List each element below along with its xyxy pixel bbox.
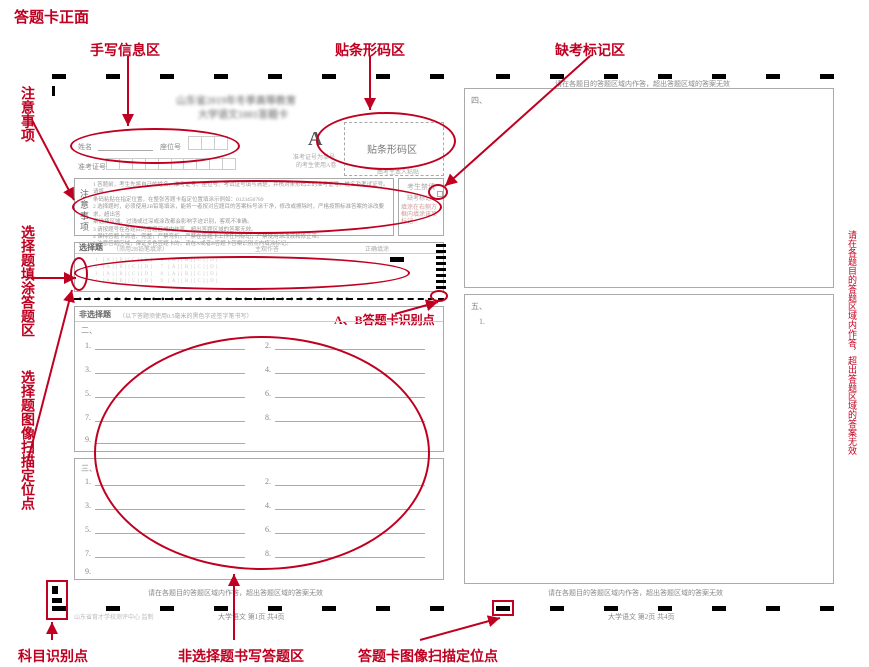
col-a: 主观作答 [255,244,279,253]
q5-label: 五、 [471,301,487,312]
ellipse-choice [74,256,410,290]
callout-sheet-scan: 答题卡图像扫描定位点 [358,646,498,666]
right-margin-warning: 请在各题目的答题区域内作答，超出答题区域的答案无效 [846,230,859,455]
q5-1: 1. [479,317,485,326]
exam-id-label: 准考证号 [78,162,106,172]
callout-choice-scan: 选择题图像扫描定位点 [16,370,36,510]
warning-q4: 请在各题目的答题区域内作答，超出答题区域的答案无效 [555,79,730,89]
exam-title-1: 山东省2019年冬季高等教育 [176,92,296,107]
footer-mid-r: 大学语文 第2页 共4页 [608,612,675,622]
scan-dot-row: • • • • • • • • • • • • • • • • • • • • … [78,292,350,307]
left-marker-1 [52,86,55,96]
ellipse-nonchoice [94,336,430,570]
q5-panel: 五、 1. [464,294,834,584]
warning-right: 请在各题目的答题区域内作答，超出答题区域的答案无效 [548,588,723,598]
warning-left: 请在各题目的答题区域内作答，超出答题区域的答案无效 [148,588,323,598]
ellipse-absent [428,184,448,200]
footer-left: 山东省育才学校测评中心 监制 [74,612,154,621]
choice-sub: （须用2B铅笔填涂） [113,244,168,253]
callout-choice-fill: 选择题填涂答题区 [16,225,36,337]
ellipse-ab [430,290,448,302]
nonchoice-header: 非选择题 [79,309,111,320]
footer-mid-l: 大学语文 第1页 共4页 [218,612,285,622]
callout-absent: 缺考标记区 [555,40,625,60]
callout-notice: 注意事项 [16,86,36,142]
ellipse-barcode [316,112,456,170]
ellipse-handwrite [70,128,240,164]
choice-header: 选择题 [79,242,103,253]
callout-subject-id: 科目识别点 [18,646,88,666]
a-sub2: 的考生使用A卷 [296,160,336,169]
ellipse-notice [72,180,442,234]
rect-subject-id [46,580,68,620]
q4-panel: 请在各题目的答题区域内作答，超出答题区域的答案无效 四、 [464,88,834,288]
q2-label: 二、 [81,325,97,336]
q4-label: 四、 [471,95,487,106]
main-title: 答题卡正面 [14,6,89,27]
exam-title-2: 大学语文1001答题卡 [198,106,288,121]
callout-handwrite: 手写信息区 [90,40,160,60]
callout-nonchoice-write: 非选择题书写答题区 [178,646,304,666]
nonchoice-sub: （以下答题须使用0.5毫米的黑色字迹签字笔书写） [119,311,253,320]
callout-barcode: 贴条形码区 [335,40,405,60]
col-b: 正确填涂 [365,244,389,253]
rect-sheet-scan [492,600,514,616]
ellipse-choice-scan [70,257,88,291]
